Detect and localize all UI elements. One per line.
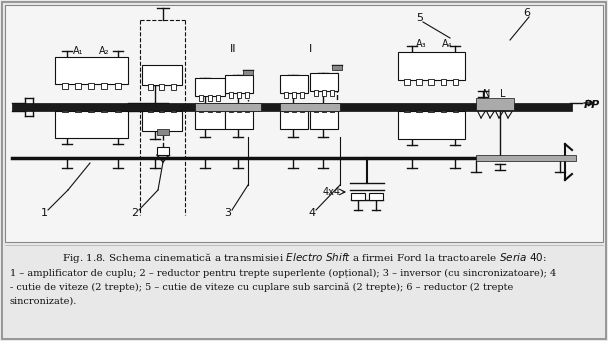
Bar (5, 5, 603, 242)
Bar (416, 106, 422, 112)
Bar (216, 95, 220, 101)
Text: 6: 6 (523, 8, 531, 18)
Bar (300, 106, 303, 112)
Bar (441, 106, 446, 112)
Text: N: N (483, 89, 491, 99)
Bar (245, 92, 249, 98)
Bar (55, 57, 128, 84)
Bar (195, 111, 225, 129)
Bar (280, 111, 308, 129)
Bar (159, 84, 164, 90)
Text: - cutie de viteze (2 trepte); 5 – cutie de viteze cu cuplare sub sarcină (2 trep: - cutie de viteze (2 trepte); 5 – cutie … (10, 282, 513, 292)
Bar (369, 193, 383, 200)
Bar (441, 79, 446, 85)
Text: PP: PP (584, 100, 600, 110)
Bar (225, 111, 253, 129)
Bar (61, 106, 67, 112)
Bar (284, 92, 288, 98)
Bar (199, 95, 203, 101)
Bar (245, 106, 249, 112)
Text: 4: 4 (308, 208, 316, 218)
Text: 3: 3 (224, 208, 232, 218)
Bar (115, 83, 121, 89)
Bar (280, 75, 308, 93)
Bar (199, 106, 203, 112)
Bar (159, 106, 164, 112)
Text: 1: 1 (41, 208, 47, 218)
Bar (398, 111, 465, 139)
Bar (157, 147, 169, 155)
Bar (292, 106, 295, 112)
Bar (237, 92, 241, 98)
Bar (453, 106, 458, 112)
Text: L: L (500, 89, 506, 99)
Bar (310, 111, 338, 129)
Bar (171, 106, 176, 112)
Text: sincronizate).: sincronizate). (10, 297, 77, 306)
Text: 4x4: 4x4 (323, 187, 341, 197)
Bar (453, 79, 458, 85)
Bar (243, 70, 253, 75)
Text: A₁: A₁ (73, 46, 83, 56)
Bar (476, 98, 514, 110)
Bar (102, 106, 108, 112)
Bar (476, 155, 576, 161)
Text: A₄: A₄ (442, 39, 452, 49)
Bar (148, 106, 153, 112)
Bar (195, 78, 225, 96)
Bar (332, 65, 342, 70)
Bar (75, 106, 81, 112)
Bar (284, 106, 288, 112)
Bar (330, 106, 334, 112)
Text: Fig. 1.8. Schema cinematică a transmisiei $\it{Electro\ Shift}$ a firmei Ford la: Fig. 1.8. Schema cinematică a transmisie… (61, 251, 547, 265)
Bar (157, 129, 169, 135)
Bar (208, 106, 212, 112)
Bar (416, 79, 422, 85)
Bar (75, 83, 81, 89)
Bar (330, 90, 334, 96)
Bar (225, 75, 253, 93)
Bar (351, 193, 365, 200)
Bar (404, 79, 410, 85)
Text: II: II (230, 44, 237, 54)
Bar (171, 84, 176, 90)
Bar (195, 103, 261, 111)
Bar (398, 52, 465, 80)
Bar (322, 106, 326, 112)
Bar (102, 83, 108, 89)
Text: A₂: A₂ (98, 46, 109, 56)
Bar (237, 106, 241, 112)
Bar (61, 83, 67, 89)
Bar (429, 79, 434, 85)
Bar (300, 92, 303, 98)
Bar (314, 90, 317, 96)
Bar (310, 73, 338, 91)
Bar (229, 92, 233, 98)
Bar (88, 83, 94, 89)
Text: 2: 2 (131, 208, 139, 218)
Bar (208, 95, 212, 101)
Bar (322, 90, 326, 96)
Text: 5: 5 (416, 13, 424, 23)
Bar (148, 84, 153, 90)
Bar (216, 106, 220, 112)
Bar (142, 111, 182, 131)
Text: I: I (308, 44, 312, 54)
Bar (55, 111, 128, 138)
Bar (88, 106, 94, 112)
Bar (12, 103, 572, 111)
Bar (115, 106, 121, 112)
Bar (292, 92, 295, 98)
Bar (142, 65, 182, 85)
Text: 1 – amplificator de cuplu; 2 – reductor pentru trepte superlente (opțional); 3 –: 1 – amplificator de cuplu; 2 – reductor … (10, 268, 556, 278)
Bar (280, 103, 340, 111)
Bar (314, 106, 317, 112)
Text: A₃: A₃ (416, 39, 426, 49)
Bar (229, 106, 233, 112)
Bar (429, 106, 434, 112)
Bar (404, 106, 410, 112)
